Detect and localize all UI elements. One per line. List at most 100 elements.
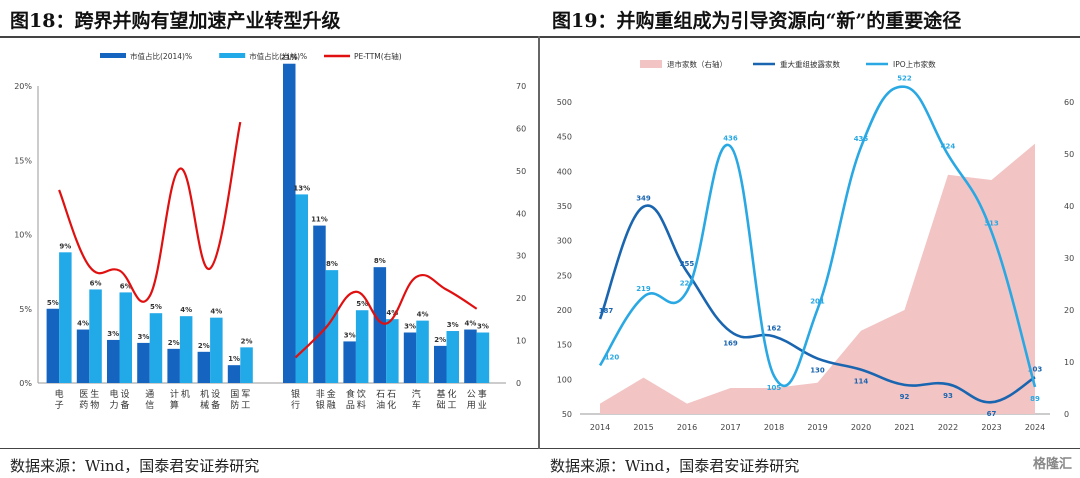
data-label: 4% (386, 309, 398, 317)
x-tick-label: 饮 (357, 388, 366, 400)
y-tick-label-right: 10 (1064, 358, 1074, 367)
x-tick-label: 设 (120, 389, 129, 400)
x-tick-label: 电 (55, 388, 64, 400)
bar (197, 351, 211, 383)
data-label: 1% (228, 355, 240, 363)
x-tick-label: 2015 (633, 423, 653, 432)
bar (476, 332, 490, 383)
x-tick-label: 工 (447, 401, 456, 411)
bar (283, 63, 296, 383)
data-label: 120 (605, 353, 620, 361)
x-tick-label: 物 (90, 399, 99, 411)
x-tick-label: 基 (436, 388, 445, 400)
bar (137, 342, 150, 383)
data-label: 67 (987, 410, 997, 418)
bar (446, 331, 459, 383)
data-label: 92 (900, 393, 910, 401)
left-chart-title: 图18：跨界并购有望加速产业转型升级 (10, 10, 341, 32)
y-tick-label-left: 200 (557, 306, 572, 315)
data-label: 162 (767, 324, 782, 332)
y-tick-label-right: 30 (516, 252, 526, 261)
x-tick-label: 力 (109, 399, 118, 411)
data-label: 5% (47, 299, 59, 307)
data-label: 2% (434, 336, 446, 344)
data-label: 4% (465, 320, 477, 328)
bar (179, 316, 193, 383)
x-tick-label: 公 (467, 389, 476, 400)
bar (416, 320, 429, 383)
bar (46, 308, 60, 383)
bar (240, 347, 253, 383)
data-label: 2% (168, 339, 180, 347)
bar (313, 225, 326, 383)
data-label: 4% (210, 308, 222, 316)
y-tick-label-left: 15% (14, 156, 32, 165)
bar (355, 310, 369, 383)
x-tick-label: 非 (316, 388, 325, 400)
right-panel: 图19：并购重组成为引导资源向“新”的重要途径 50 100 150 200 250 30… (540, 0, 1080, 478)
x-tick-label: 电 (109, 388, 118, 400)
y-tick-label-left: 5% (19, 305, 32, 314)
x-tick-label: 行 (291, 399, 300, 411)
legend-label: 市值占比(当前)% (249, 51, 307, 61)
y-tick-label-right: 50 (1064, 150, 1074, 159)
data-label: 424 (941, 143, 956, 151)
x-tick-label: 机 (181, 388, 190, 400)
x-tick-label: 2020 (851, 423, 871, 432)
x-tick-label: 械 (200, 399, 209, 411)
x-tick-label: 防 (230, 399, 239, 411)
bar (89, 289, 102, 383)
y-tick-label-left: 450 (557, 133, 572, 142)
data-label: 4% (180, 306, 192, 314)
data-label: 2% (241, 337, 253, 345)
bar (343, 341, 356, 383)
bar (373, 267, 387, 383)
x-tick-label: 通 (145, 389, 154, 400)
data-label: 114 (854, 378, 869, 386)
top-rule (540, 36, 1080, 38)
x-tick-label: 2017 (720, 423, 740, 432)
data-label: 6% (90, 279, 102, 287)
data-label: 169 (723, 339, 738, 347)
x-tick-label: 融 (327, 400, 336, 411)
y-tick-label-left: 10% (14, 231, 32, 240)
x-tick-label: 础 (436, 399, 445, 411)
y-tick-label-right: 20 (516, 294, 526, 303)
bar (464, 329, 477, 383)
pe-line (58, 121, 242, 303)
y-tick-label-left: 0% (19, 379, 32, 388)
x-tick-label: 食 (346, 388, 355, 400)
y-tick-label-left: 350 (557, 202, 572, 211)
data-label: 5% (356, 300, 368, 308)
bar (167, 348, 180, 383)
data-label: 313 (984, 220, 999, 228)
data-label: 3% (344, 331, 356, 339)
data-label: 522 (897, 75, 912, 83)
data-label: 201 (810, 297, 825, 305)
restructuring-line (598, 204, 1036, 404)
x-tick-label: 医 (79, 389, 88, 400)
x-tick-label: 2021 (894, 423, 914, 432)
bar (386, 319, 399, 383)
x-tick-label: 设 (211, 389, 220, 400)
x-tick-label: 2024 (1025, 423, 1045, 432)
y-tick-label-right: 40 (1064, 202, 1074, 211)
data-label: 3% (107, 330, 119, 338)
data-label: 8% (326, 260, 338, 268)
x-tick-label: 信 (145, 399, 154, 411)
legend-label: PE-TTM(右轴) (354, 51, 402, 61)
x-tick-label: 汽 (412, 388, 421, 400)
legend-label: 退市家数（右轴） (667, 59, 727, 69)
data-label: 3% (404, 323, 416, 331)
x-tick-label: 2022 (938, 423, 958, 432)
bar (295, 194, 308, 383)
y-tick-label-left: 20% (14, 82, 32, 91)
x-tick-label: 金 (327, 388, 336, 400)
legend-swatch (100, 53, 126, 58)
y-tick-label-right: 50 (516, 167, 526, 176)
data-label: 227 (680, 279, 695, 287)
x-tick-label: 2016 (677, 423, 697, 432)
x-tick-label: 2023 (981, 423, 1001, 432)
y-tick-label-left: 500 (557, 98, 572, 107)
